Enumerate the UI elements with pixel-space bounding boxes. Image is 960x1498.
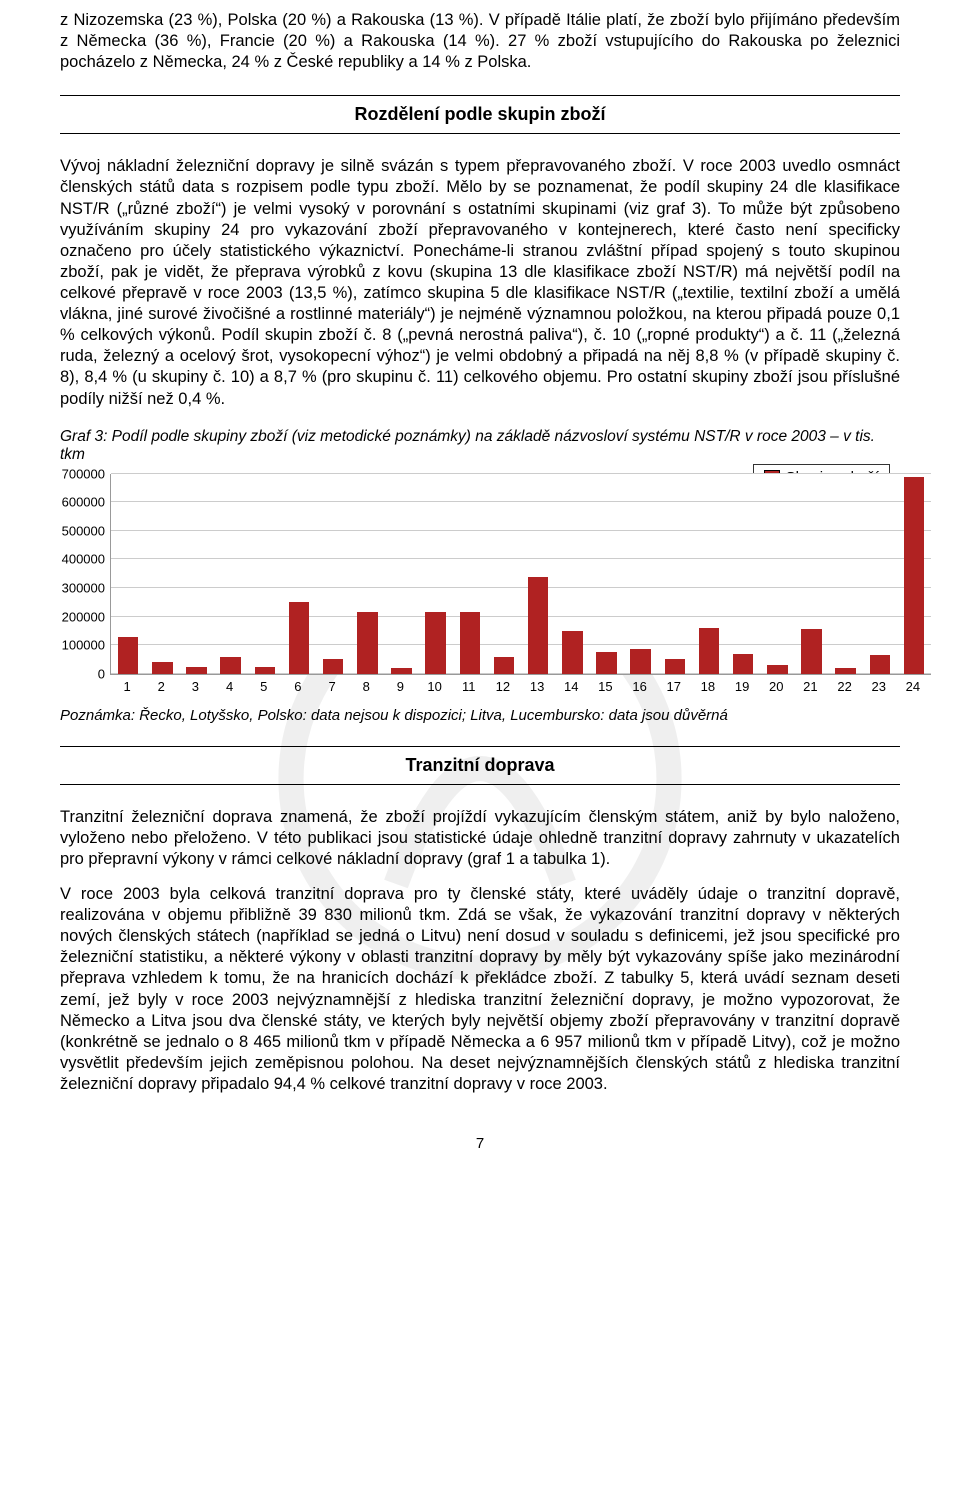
chart-xlabel: 14 (564, 679, 578, 694)
chart-bar (630, 649, 651, 673)
section-title-tranzit: Tranzitní doprava (60, 755, 900, 776)
chart-xlabel: 23 (872, 679, 886, 694)
intro-paragraph: z Nizozemska (23 %), Polska (20 %) a Rak… (60, 10, 900, 73)
chart-gridline (111, 558, 931, 559)
chart-xlabel: 22 (837, 679, 851, 694)
chart-bar (460, 612, 481, 673)
chart-note: Poznámka: Řecko, Lotyšsko, Polsko: data … (60, 707, 900, 724)
chart-bar (596, 652, 617, 673)
chart-xlabel: 13 (530, 679, 544, 694)
chart-xlabel: 16 (632, 679, 646, 694)
chart-bar (186, 667, 207, 674)
graf3-chart-container: Skupiny zboží 01000002000003000004000005… (60, 474, 900, 697)
chart-bar (835, 668, 856, 674)
main-paragraph: Vývoj nákladní železniční dopravy je sil… (60, 156, 900, 409)
tranzit-paragraph-2: V roce 2003 byla celková tranzitní dopra… (60, 884, 900, 1095)
page-number: 7 (60, 1135, 900, 1152)
chart-xlabel: 21 (803, 679, 817, 694)
chart-bar (904, 477, 925, 674)
chart-xlabel: 6 (294, 679, 301, 694)
chart-xlabel: 2 (158, 679, 165, 694)
chart-bar (767, 665, 788, 674)
tranzit-paragraph-1: Tranzitní železniční doprava znamená, že… (60, 807, 900, 870)
chart-bar (870, 655, 891, 674)
chart-xlabel: 1 (123, 679, 130, 694)
chart-bar (801, 629, 822, 673)
chart-bar (391, 668, 412, 674)
bar-chart: 0100000200000300000400000500000600000700… (110, 474, 931, 675)
chart-bar (494, 657, 515, 674)
chart-bar (289, 602, 310, 673)
chart-xaxis: 123456789101112131415161718192021222324 (110, 675, 930, 697)
chart-xlabel: 5 (260, 679, 267, 694)
chart-xlabel: 18 (701, 679, 715, 694)
chart-bar (255, 667, 276, 674)
chart-bar (665, 659, 686, 673)
chart-bar (118, 637, 139, 674)
chart-xlabel: 20 (769, 679, 783, 694)
chart-gridline (111, 473, 931, 474)
chart-ylabel: 400000 (62, 552, 105, 567)
chart-xlabel: 8 (363, 679, 370, 694)
chart-xlabel: 10 (427, 679, 441, 694)
chart-xlabel: 24 (906, 679, 920, 694)
chart-ylabel: 300000 (62, 580, 105, 595)
chart-bar (425, 612, 446, 673)
chart-ylabel: 200000 (62, 609, 105, 624)
chart-xlabel: 12 (496, 679, 510, 694)
chart-xlabel: 17 (667, 679, 681, 694)
section-title-rozdeleni: Rozdělení podle skupin zboží (60, 104, 900, 125)
chart-bar (220, 657, 241, 674)
chart-ylabel: 0 (98, 666, 105, 681)
chart-gridline (111, 530, 931, 531)
chart-xlabel: 3 (192, 679, 199, 694)
chart-xlabel: 7 (328, 679, 335, 694)
chart-gridline (111, 587, 931, 588)
chart-ylabel: 600000 (62, 495, 105, 510)
chart-bar (528, 577, 549, 674)
chart-xlabel: 19 (735, 679, 749, 694)
section-rule-bottom (60, 133, 900, 134)
section-rule-bottom-2 (60, 784, 900, 785)
chart-bar (699, 628, 720, 674)
chart-ylabel: 100000 (62, 638, 105, 653)
chart-xlabel: 4 (226, 679, 233, 694)
chart-gridline (111, 616, 931, 617)
section-rule-top (60, 95, 900, 96)
chart-bar (152, 662, 173, 673)
chart-bar (733, 654, 754, 674)
chart-xlabel: 15 (598, 679, 612, 694)
chart-bar (323, 659, 344, 673)
chart-ylabel: 700000 (62, 466, 105, 481)
chart-gridline (111, 501, 931, 502)
chart-ylabel: 500000 (62, 523, 105, 538)
chart-xlabel: 11 (462, 679, 476, 694)
chart-xlabel: 9 (397, 679, 404, 694)
section-rule-top-2 (60, 746, 900, 747)
chart-bar (357, 612, 378, 673)
graf3-title: Graf 3: Podíl podle skupiny zboží (viz m… (60, 428, 900, 464)
chart-bar (562, 631, 583, 674)
